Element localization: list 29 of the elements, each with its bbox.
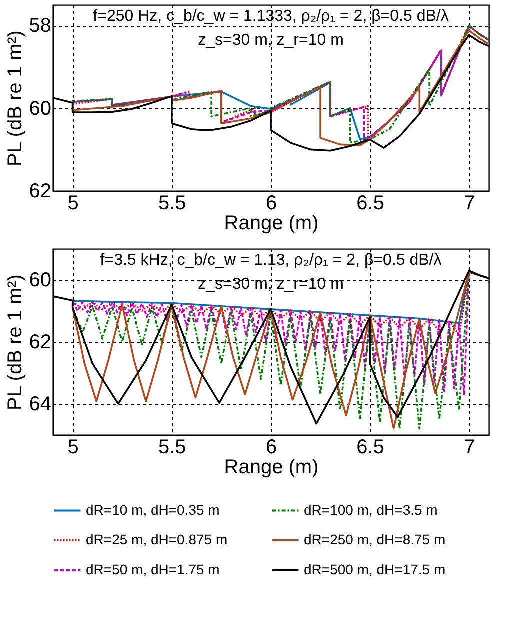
x-tick-label: 5 <box>68 192 79 214</box>
x-tick-label: 6.5 <box>356 192 384 214</box>
x-tick-label: 7 <box>464 192 476 214</box>
annotation: f=250 Hz, c_b/c_w = 1.1333, ρ₂/ρ₁ = 2, β=0.5 dB/λ <box>93 8 449 25</box>
x-tick-label: 7 <box>464 436 476 458</box>
y-tick-label: 62 <box>29 180 52 202</box>
y-tick-label: 60 <box>29 270 52 292</box>
x-tick-label: 5.5 <box>158 192 186 214</box>
x-axis-title: Range (m) <box>224 212 319 234</box>
x-axis-title: Range (m) <box>224 456 319 478</box>
legend-label: dR=25 m, dH=0.875 m <box>86 532 228 548</box>
annotation: f=3.5 kHz, c_b/c_w = 1.13, ρ₂/ρ₁ = 2, β=0.5 dB/λ <box>100 252 442 269</box>
legend-label: dR=500 m, dH=17.5 m <box>304 562 446 578</box>
y-tick-label: 62 <box>29 332 52 354</box>
y-axis-title: PL (dB re 1 m²) <box>4 30 26 166</box>
y-tick-label: 60 <box>29 98 52 120</box>
y-tick-label: 64 <box>29 394 52 416</box>
x-tick-label: 5 <box>68 436 79 458</box>
x-tick-label: 6 <box>266 192 278 214</box>
legend-label: dR=50 m, dH=1.75 m <box>86 562 220 578</box>
x-tick-label: 6 <box>266 436 278 458</box>
annotation: z_s=30 m, z_r=10 m <box>198 32 344 49</box>
x-tick-label: 5.5 <box>158 436 186 458</box>
legend-label: dR=10 m, dH=0.35 m <box>86 502 220 518</box>
y-tick-label: 58 <box>29 15 52 38</box>
legend-label: dR=250 m, dH=8.75 m <box>304 532 446 548</box>
y-axis-title: PL (dB re 1 m²) <box>4 274 26 410</box>
x-tick-label: 6.5 <box>356 436 384 458</box>
legend-label: dR=100 m, dH=3.5 m <box>304 502 438 518</box>
